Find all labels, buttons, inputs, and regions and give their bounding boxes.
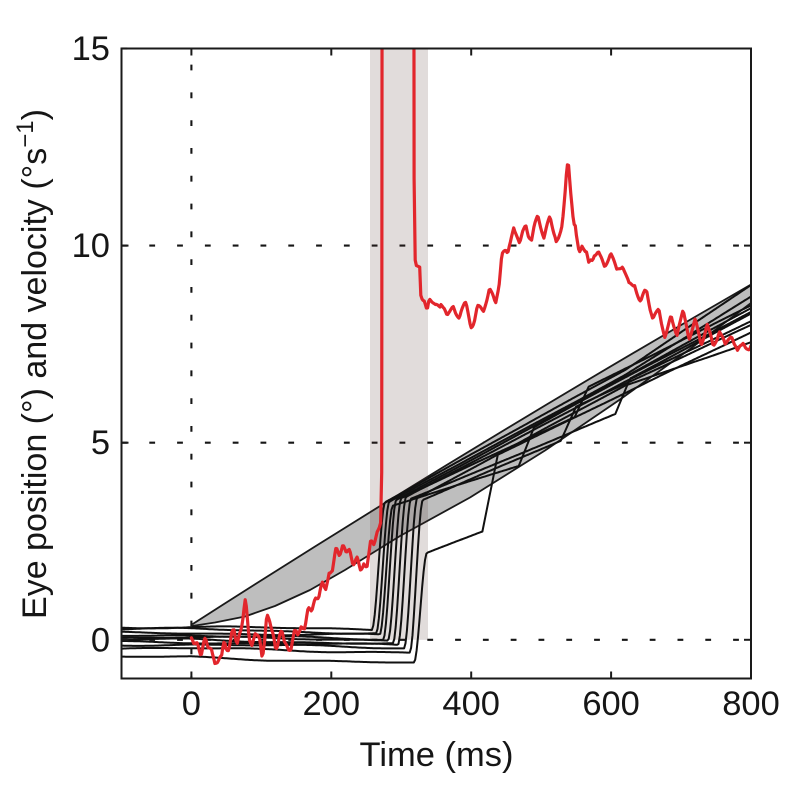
svg-text:Eye position (°) and velocity: Eye position (°) and velocity (°s−1) (12, 109, 54, 619)
svg-text:0: 0 (91, 621, 110, 659)
svg-text:200: 200 (303, 685, 361, 723)
svg-text:10: 10 (72, 227, 110, 265)
svg-text:15: 15 (72, 30, 110, 68)
svg-text:0: 0 (182, 685, 201, 723)
svg-text:600: 600 (582, 685, 640, 723)
svg-text:5: 5 (91, 424, 110, 462)
svg-text:400: 400 (442, 685, 500, 723)
svg-text:Time (ms): Time (ms) (360, 736, 514, 774)
svg-text:800: 800 (722, 685, 780, 723)
